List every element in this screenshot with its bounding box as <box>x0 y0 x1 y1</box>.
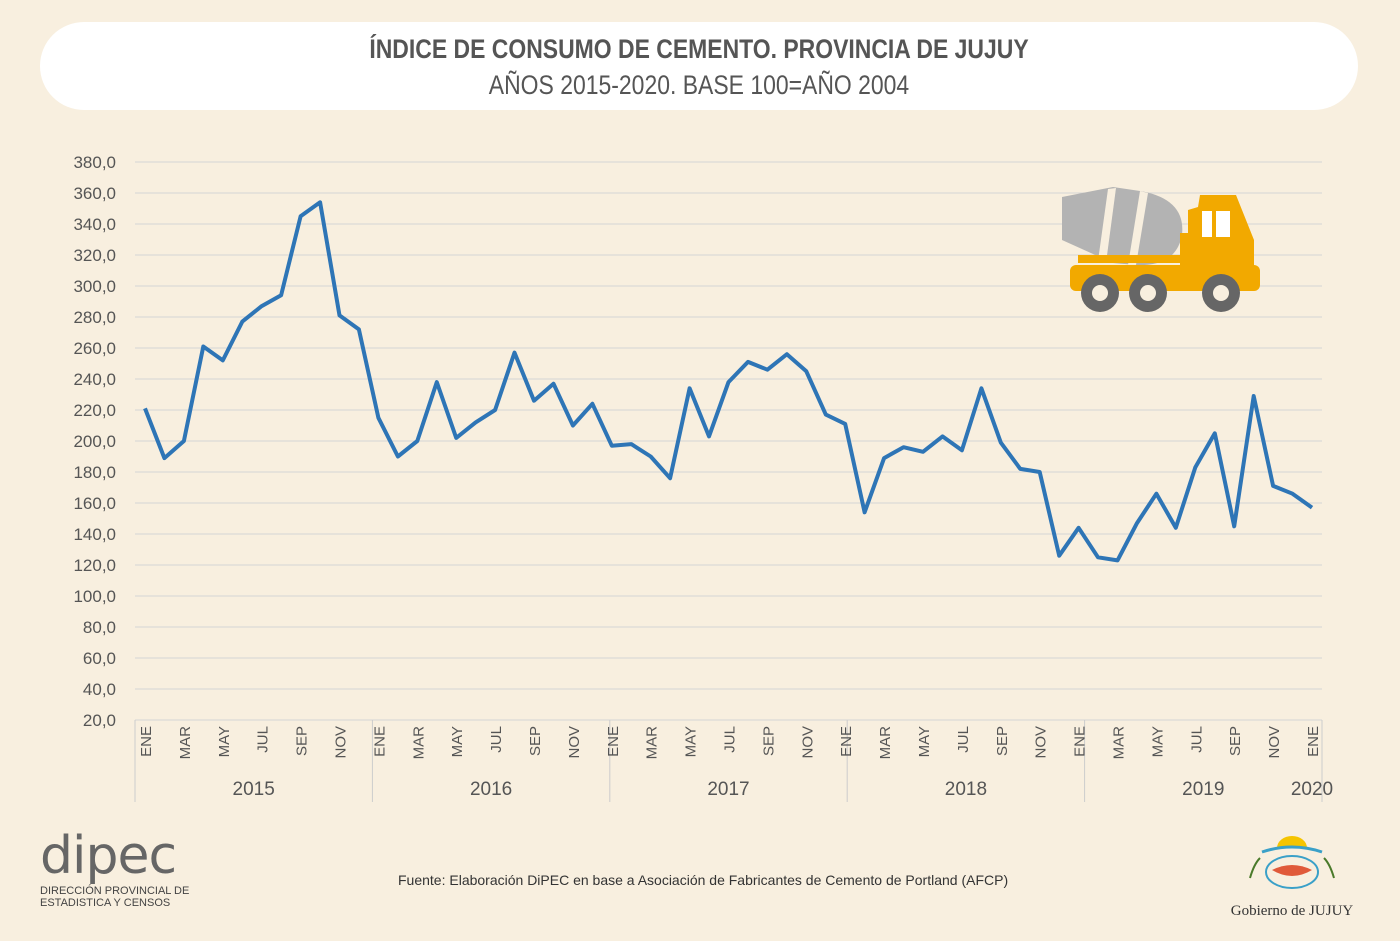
y-tick-label: 380,0 <box>73 153 116 172</box>
y-tick-label: 140,0 <box>73 525 116 544</box>
month-tick-label: ENE <box>138 726 155 757</box>
year-label: 2015 <box>233 779 275 800</box>
month-tick-label: SEP <box>994 726 1011 756</box>
month-tick-label: MAR <box>177 726 194 760</box>
month-tick-label: MAR <box>410 726 427 760</box>
y-tick-label: 280,0 <box>73 308 116 327</box>
month-tick-label: SEP <box>527 726 544 756</box>
y-tick-label: 60,0 <box>83 649 116 668</box>
chart-title: ÍNDICE DE CONSUMO DE CEMENTO. PROVINCIA … <box>369 34 1029 64</box>
y-tick-label: 220,0 <box>73 401 116 420</box>
month-tick-label: MAR <box>1111 726 1128 760</box>
y-tick-label: 80,0 <box>83 618 116 637</box>
month-tick-label: ENE <box>838 726 855 757</box>
source-note: Fuente: Elaboración DiPEC en base a Asoc… <box>398 872 1009 888</box>
y-tick-label: 200,0 <box>73 432 116 451</box>
year-label: 2016 <box>470 779 512 800</box>
month-tick-label: ENE <box>605 726 622 757</box>
month-tick-label: SEP <box>294 726 311 756</box>
dipec-line2: ESTADISTICA Y CENSOS <box>40 897 171 909</box>
year-label: 2017 <box>707 779 749 800</box>
month-tick-label: SEP <box>1227 726 1244 756</box>
y-tick-label: 340,0 <box>73 215 116 234</box>
year-label: 2020 <box>1291 779 1333 800</box>
month-tick-label: NOV <box>799 726 816 759</box>
y-tick-label: 100,0 <box>73 587 116 606</box>
month-tick-label: NOV <box>566 726 583 759</box>
y-tick-label: 20,0 <box>83 711 116 730</box>
month-tick-label: JUL <box>955 726 972 753</box>
gobierno-jujuy-name: Gobierno de JUJUY <box>1230 903 1354 919</box>
month-tick-label: JUL <box>722 726 739 753</box>
y-tick-label: 120,0 <box>73 556 116 575</box>
month-tick-label: JUL <box>488 726 505 753</box>
y-tick-label: 320,0 <box>73 246 116 265</box>
month-tick-label: NOV <box>1266 726 1283 759</box>
y-tick-label: 260,0 <box>73 339 116 358</box>
dipec-wordmark: dipec <box>40 826 177 886</box>
y-tick-label: 160,0 <box>73 494 116 513</box>
month-tick-label: ENE <box>1072 726 1089 757</box>
month-tick-label: MAY <box>916 726 933 757</box>
month-tick-label: NOV <box>1033 726 1050 759</box>
dipec-line1: DIRECCIÓN PROVINCIAL DE <box>40 885 190 897</box>
month-tick-label: NOV <box>333 726 350 759</box>
y-tick-label: 240,0 <box>73 370 116 389</box>
month-tick-label: MAY <box>216 726 233 757</box>
month-tick-label: MAY <box>449 726 466 757</box>
y-tick-label: 40,0 <box>83 680 116 699</box>
y-tick-label: 180,0 <box>73 463 116 482</box>
month-tick-label: JUL <box>255 726 272 753</box>
chart-subtitle: AÑOS 2015-2020. BASE 100=AÑO 2004 <box>488 70 910 100</box>
month-tick-label: MAR <box>644 726 661 760</box>
y-tick-label: 360,0 <box>73 184 116 203</box>
month-tick-label: MAY <box>1149 726 1166 757</box>
month-tick-label: ENE <box>371 726 388 757</box>
month-tick-label: SEP <box>760 726 777 756</box>
month-tick-label: MAY <box>683 726 700 757</box>
month-tick-label: ENE <box>1305 726 1322 757</box>
dipec-logo: dipec DIRECCIÓN PROVINCIAL DE ESTADISTIC… <box>40 826 189 910</box>
gobierno-jujuy-logo: Gobierno de JUJUY <box>1222 834 1362 920</box>
month-tick-label: JUL <box>1188 726 1205 753</box>
y-tick-label: 300,0 <box>73 277 116 296</box>
title-box: ÍNDICE DE CONSUMO DE CEMENTO. PROVINCIA … <box>40 22 1358 110</box>
year-label: 2018 <box>945 779 987 800</box>
cement-truck-icon <box>1062 187 1260 312</box>
month-tick-label: MAR <box>877 726 894 760</box>
year-label: 2019 <box>1182 779 1224 800</box>
jujuy-emblem-icon <box>1249 836 1335 889</box>
